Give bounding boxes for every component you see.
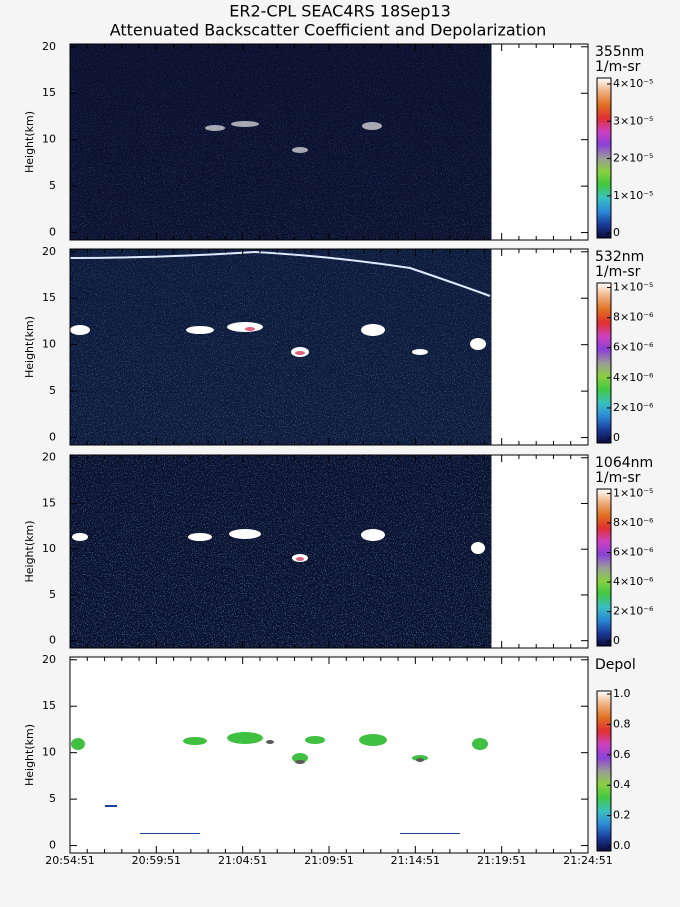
colorbar-tick-label: 1×10⁻⁵ <box>613 189 653 202</box>
x-tick-label: 20:54:51 <box>45 854 94 867</box>
colorbar-tick-label: 4×10⁻⁵ <box>613 77 653 90</box>
colorbar-tick-label: 4×10⁻⁶ <box>613 575 654 588</box>
colorbar-title: Depol <box>595 657 636 673</box>
colorbar-tick-label: 0.4 <box>613 778 631 791</box>
x-tick-label: 21:09:51 <box>304 854 353 867</box>
y-tick-label: 15 <box>42 86 56 99</box>
colorbar-tick-label: 0.2 <box>613 809 631 822</box>
colorbar-tick-label: 2×10⁻⁶ <box>613 401 654 414</box>
no-data-area <box>493 44 588 240</box>
y-tick-label: 0 <box>49 226 56 239</box>
y-tick-label: 10 <box>42 338 56 351</box>
axes: 05101520Height(km)355nm1/m-sr01×10⁻⁵2×10… <box>23 40 654 867</box>
heatmap <box>70 249 588 445</box>
colorbar-tick-label: 8×10⁻⁶ <box>613 516 654 529</box>
y-axis-label: Height(km) <box>23 724 36 786</box>
colorbar-tick-label: 0 <box>613 226 620 239</box>
y-tick-label: 15 <box>42 699 56 712</box>
y-axis-label: Height(km) <box>23 520 36 582</box>
x-tick-label: 21:19:51 <box>477 854 526 867</box>
colorbar <box>596 690 612 852</box>
y-tick-label: 10 <box>42 542 56 555</box>
no-data-area <box>493 249 588 445</box>
y-axis-label: Height(km) <box>23 111 36 173</box>
y-tick-label: 0 <box>49 839 56 852</box>
y-tick-label: 5 <box>49 384 56 397</box>
colorbar-tick-label: 2×10⁻⁵ <box>613 152 653 165</box>
colorbar <box>596 282 612 444</box>
colorbar-tick-label: 1×10⁻⁵ <box>613 281 653 294</box>
colorbar-tick-label: 2×10⁻⁶ <box>613 605 654 618</box>
heatmap-speckle <box>70 249 493 445</box>
y-axis-label: Height(km) <box>23 316 36 378</box>
heatmap <box>70 44 588 240</box>
x-tick-label: 21:04:51 <box>218 854 267 867</box>
colorbar-title: 532nm <box>595 249 644 265</box>
y-tick-label: 5 <box>49 792 56 805</box>
cloud-decoration <box>69 121 491 834</box>
y-tick-label: 20 <box>42 245 56 258</box>
colorbar <box>596 488 612 647</box>
heatmap-speckle <box>70 44 493 240</box>
y-tick-label: 10 <box>42 133 56 146</box>
colorbar-tick-label: 6×10⁻⁶ <box>613 341 654 354</box>
x-tick-label: 21:14:51 <box>391 854 440 867</box>
colorbar-tick-label: 1×10⁻⁵ <box>613 486 653 499</box>
y-tick-label: 20 <box>42 653 56 666</box>
colorbar-tick-label: 0.0 <box>613 839 631 852</box>
heatmap <box>70 657 588 853</box>
y-tick-label: 15 <box>42 291 56 304</box>
y-tick-label: 10 <box>42 746 56 759</box>
y-tick-label: 20 <box>42 40 56 53</box>
colorbar-tick-label: 0 <box>613 634 620 647</box>
colorbar-tick-label: 0.6 <box>613 748 631 761</box>
y-tick-label: 20 <box>42 451 56 464</box>
heatmap-background <box>70 657 493 853</box>
no-data-area <box>493 455 588 648</box>
y-tick-label: 0 <box>49 431 56 444</box>
y-tick-label: 15 <box>42 496 56 509</box>
heatmap-speckle <box>70 455 493 648</box>
colorbar-unit: 1/m-sr <box>595 59 641 75</box>
no-data-area <box>493 657 588 853</box>
colorbar-tick-label: 0.8 <box>613 717 631 730</box>
x-tick-label: 21:24:51 <box>563 854 612 867</box>
colorbar-tick-label: 6×10⁻⁶ <box>613 546 654 559</box>
x-tick-label: 20:59:51 <box>132 854 181 867</box>
colorbar-unit: 1/m-sr <box>595 470 641 486</box>
y-tick-label: 0 <box>49 634 56 647</box>
colorbar-unit: 1/m-sr <box>595 264 641 280</box>
colorbar-tick-label: 8×10⁻⁶ <box>613 311 654 324</box>
chart-title: ER2-CPL SEAC4RS 18Sep13 <box>229 2 451 21</box>
colorbar-tick-label: 4×10⁻⁶ <box>613 371 654 384</box>
chart-subtitle: Attenuated Backscatter Coefficient and D… <box>110 21 547 40</box>
colorbar-tick-label: 0 <box>613 431 620 444</box>
colorbar <box>596 77 612 239</box>
colorbar-tick-label: 1.0 <box>613 687 631 700</box>
colorbar-title: 1064nm <box>595 455 653 471</box>
heatmap <box>70 455 588 648</box>
colorbar-title: 355nm <box>595 44 644 60</box>
colorbar-tick-label: 3×10⁻⁵ <box>613 114 653 127</box>
panels <box>70 44 588 853</box>
y-tick-label: 5 <box>49 588 56 601</box>
y-tick-label: 5 <box>49 179 56 192</box>
